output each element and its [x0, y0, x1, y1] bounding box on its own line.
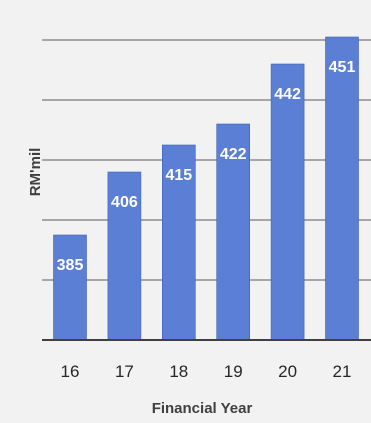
x-axis-title: Financial Year [152, 400, 253, 417]
data-label-16: 385 [57, 257, 84, 274]
data-label-19: 422 [220, 146, 247, 163]
x-tick-label-17: 17 [115, 362, 134, 381]
bar-19 [216, 123, 250, 341]
data-label-17: 406 [111, 194, 138, 211]
bars [53, 36, 359, 341]
bar-20 [270, 63, 305, 341]
x-tick-label-20: 20 [278, 362, 297, 381]
x-tick-labels: 16 17 18 19 20 21 [61, 362, 352, 381]
bar-21 [325, 36, 359, 341]
x-tick-label-21: 21 [333, 362, 352, 381]
x-tick-label-19: 19 [224, 362, 243, 381]
data-label-21: 451 [329, 59, 356, 76]
bar-16 [53, 234, 87, 341]
data-label-18: 415 [165, 167, 192, 184]
bar-18 [162, 144, 196, 341]
gridlines [42, 39, 371, 341]
data-labels: 385 406 415 422 442 451 [57, 59, 356, 274]
data-label-20: 442 [274, 86, 301, 103]
y-axis-title: RM'mil [27, 148, 44, 197]
x-tick-label-18: 18 [169, 362, 188, 381]
x-tick-label-16: 16 [61, 362, 80, 381]
